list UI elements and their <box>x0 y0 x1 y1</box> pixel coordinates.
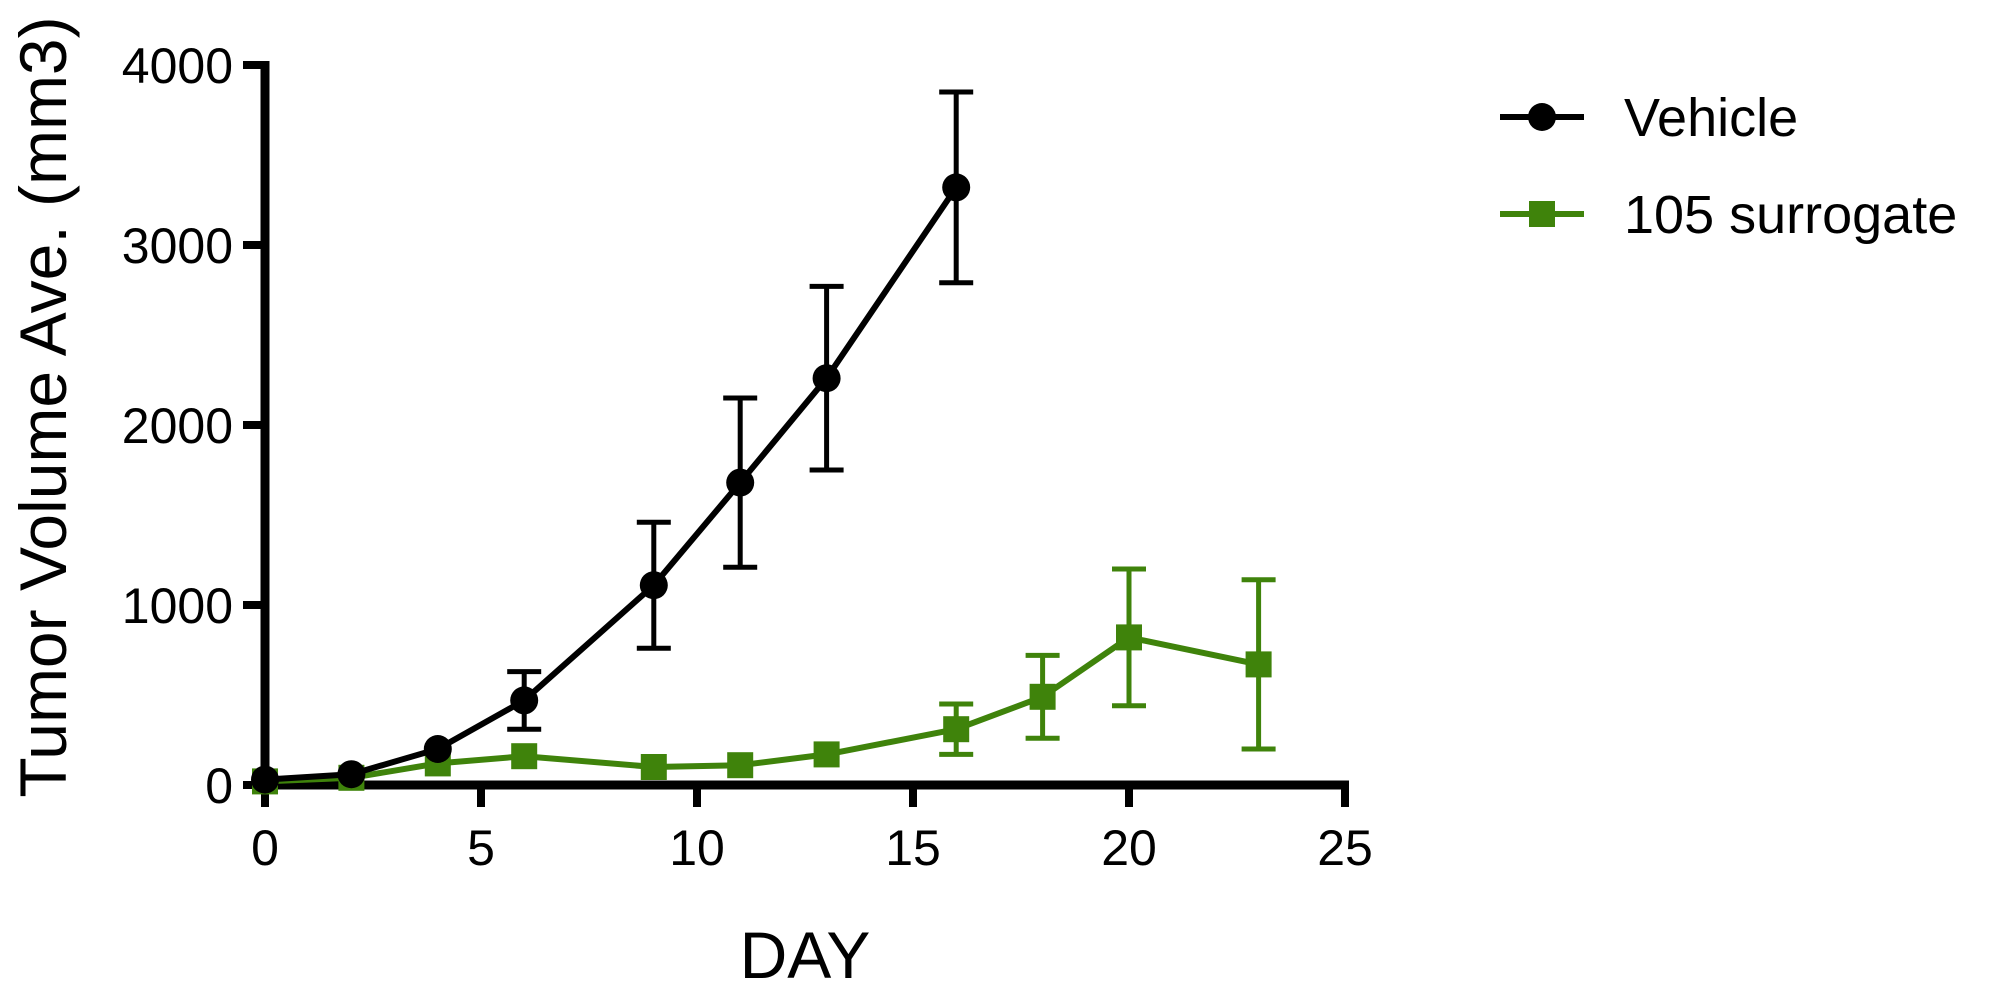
legend-item-105-surrogate: 105 surrogate <box>1500 185 1957 245</box>
data-point <box>423 735 452 763</box>
legend-label: 105 surrogate <box>1624 185 1957 245</box>
series-vehicle <box>251 89 974 794</box>
y-tick-label: 3000 <box>122 218 233 274</box>
x-tick-label: 0 <box>251 820 279 876</box>
series-105-surrogate <box>252 566 1276 795</box>
data-point <box>1029 683 1056 710</box>
data-point <box>251 765 279 794</box>
y-tick-label: 2000 <box>122 398 233 454</box>
data-point <box>337 760 366 789</box>
legend-marker <box>1529 201 1555 227</box>
legend: Vehicle 105 surrogate <box>1500 88 1957 245</box>
data-point <box>1116 624 1142 651</box>
series-layer <box>251 89 1276 795</box>
data-point <box>511 743 538 770</box>
x-tick-label: 15 <box>885 820 941 876</box>
data-point <box>1245 651 1272 678</box>
series-line-105-surrogate <box>264 634 1260 785</box>
data-point <box>942 173 971 202</box>
series-line-vehicle <box>264 185 959 783</box>
data-point <box>726 468 755 497</box>
y-axis-title: Tumor Volume Ave. (mm3) <box>6 16 80 797</box>
x-axis-title: DAY <box>740 918 871 992</box>
data-point <box>943 716 970 743</box>
y-tick-label: 1000 <box>122 578 233 634</box>
y-tick-label: 4000 <box>122 38 233 94</box>
legend-marker <box>1528 103 1556 131</box>
data-point <box>727 752 754 779</box>
data-point <box>812 364 841 393</box>
axes-layer: 0 5 10 15 20 25 0 1000 2000 3000 4000 <box>122 38 1373 876</box>
y-tick-label: 0 <box>205 758 233 814</box>
data-point <box>813 741 840 768</box>
x-tick-label: 10 <box>669 820 725 876</box>
data-point <box>510 686 539 715</box>
x-tick-label: 5 <box>467 820 495 876</box>
legend-item-vehicle: Vehicle <box>1500 88 1798 148</box>
x-tick-label: 20 <box>1101 820 1157 876</box>
legend-label: Vehicle <box>1624 88 1798 148</box>
data-point <box>639 571 668 600</box>
data-point <box>640 754 667 780</box>
x-tick-label: 25 <box>1317 820 1373 876</box>
